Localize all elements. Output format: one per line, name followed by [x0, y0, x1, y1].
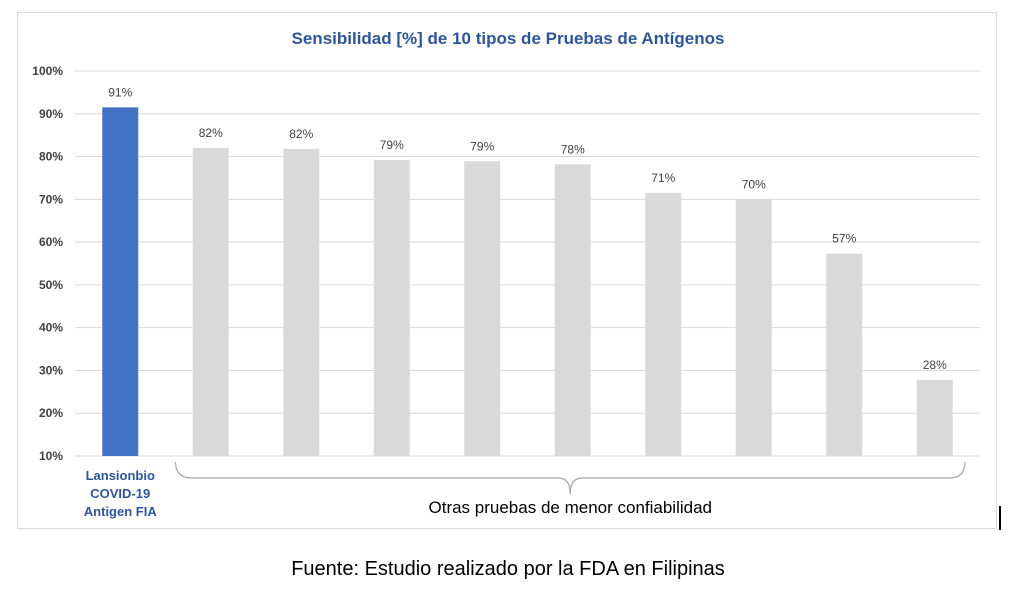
bar — [735, 199, 772, 457]
frame-edge-mark — [999, 506, 1001, 530]
data-label: 79% — [380, 138, 404, 152]
y-tick-label: 60% — [39, 235, 63, 249]
x-category-label: Lansionbio — [86, 468, 155, 483]
data-label: 28% — [923, 358, 947, 372]
chart-title: Sensibilidad [%] de 10 tipos de Pruebas … — [292, 29, 725, 48]
data-label: 82% — [199, 126, 223, 140]
y-tick-label: 80% — [39, 150, 63, 164]
bar — [916, 379, 953, 456]
bar — [464, 161, 501, 456]
y-tick-label: 30% — [39, 363, 63, 377]
data-label: 71% — [651, 171, 675, 185]
data-label: 70% — [742, 177, 766, 191]
data-label: 57% — [832, 232, 856, 246]
bar — [283, 148, 320, 456]
bar — [373, 159, 410, 456]
bar-highlight — [102, 107, 139, 456]
source-note: Fuente: Estudio realizado por la FDA en … — [291, 558, 725, 580]
y-tick-label: 20% — [39, 406, 63, 420]
x-category-label: Antigen FIA — [84, 504, 158, 519]
y-tick-label: 70% — [39, 192, 63, 206]
bar — [826, 253, 863, 456]
group-bracket-label: Otras pruebas de menor confiabilidad — [429, 498, 713, 517]
data-label: 91% — [108, 85, 132, 99]
bar-chart: Sensibilidad [%] de 10 tipos de Pruebas … — [32, 29, 980, 519]
group-bracket — [174, 461, 966, 495]
bar — [645, 192, 682, 456]
y-tick-label: 90% — [39, 107, 63, 121]
bar — [554, 164, 591, 456]
y-tick-label: 40% — [39, 321, 63, 335]
y-tick-label: 50% — [39, 278, 63, 292]
data-label: 82% — [289, 127, 313, 141]
x-category-label: COVID-19 — [90, 486, 150, 501]
y-tick-label: 10% — [39, 449, 63, 463]
bar — [192, 148, 229, 456]
y-tick-label: 100% — [32, 64, 63, 78]
data-label: 78% — [561, 142, 585, 156]
data-label: 79% — [470, 139, 494, 153]
